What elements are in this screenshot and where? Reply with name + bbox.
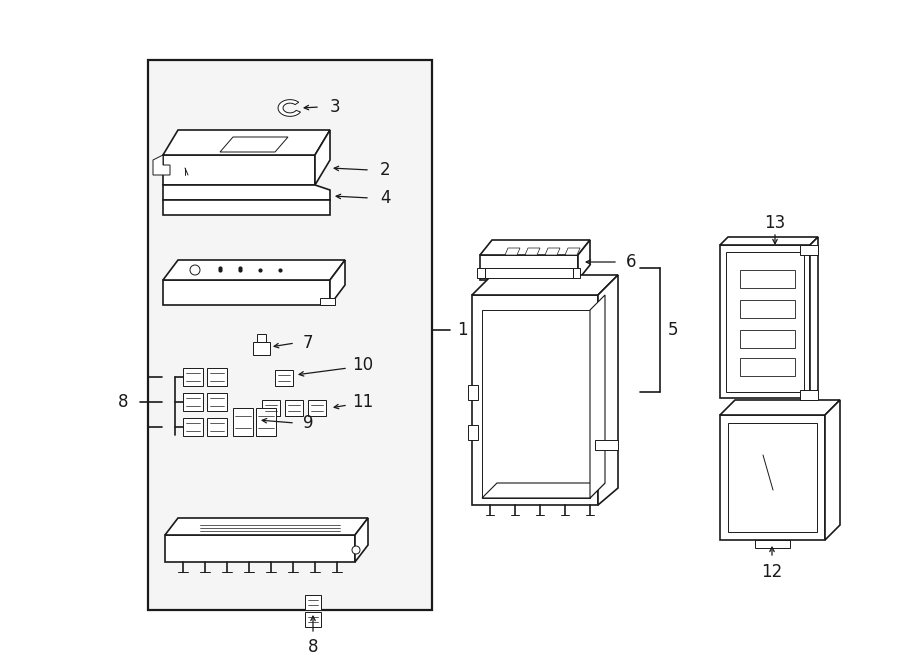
Polygon shape bbox=[308, 400, 326, 416]
Polygon shape bbox=[485, 268, 573, 278]
Text: 13: 13 bbox=[764, 214, 786, 232]
Polygon shape bbox=[740, 300, 795, 318]
Polygon shape bbox=[256, 408, 276, 436]
Polygon shape bbox=[207, 368, 227, 386]
Polygon shape bbox=[740, 270, 795, 288]
Polygon shape bbox=[163, 130, 330, 155]
Text: 9: 9 bbox=[303, 414, 313, 432]
Polygon shape bbox=[183, 393, 203, 411]
Polygon shape bbox=[163, 185, 330, 200]
Text: 2: 2 bbox=[380, 161, 391, 179]
Polygon shape bbox=[320, 298, 335, 305]
Text: 3: 3 bbox=[330, 98, 340, 116]
Polygon shape bbox=[477, 268, 485, 278]
Polygon shape bbox=[153, 155, 170, 175]
Polygon shape bbox=[278, 100, 301, 116]
Polygon shape bbox=[148, 60, 432, 610]
Polygon shape bbox=[305, 612, 321, 627]
Text: 1: 1 bbox=[456, 321, 467, 339]
Polygon shape bbox=[253, 342, 270, 355]
Text: 12: 12 bbox=[761, 563, 783, 581]
Text: 8: 8 bbox=[118, 393, 128, 411]
Polygon shape bbox=[573, 268, 580, 278]
Polygon shape bbox=[285, 400, 303, 416]
Polygon shape bbox=[482, 483, 605, 498]
Polygon shape bbox=[183, 418, 203, 436]
Polygon shape bbox=[590, 295, 605, 498]
Polygon shape bbox=[315, 130, 330, 185]
Polygon shape bbox=[728, 423, 817, 532]
Polygon shape bbox=[305, 595, 321, 610]
Polygon shape bbox=[257, 334, 266, 342]
Polygon shape bbox=[262, 400, 280, 416]
Polygon shape bbox=[330, 260, 345, 305]
Polygon shape bbox=[163, 260, 345, 280]
Polygon shape bbox=[233, 408, 253, 436]
Polygon shape bbox=[720, 245, 810, 398]
Polygon shape bbox=[578, 240, 590, 280]
Polygon shape bbox=[355, 518, 368, 562]
Polygon shape bbox=[720, 400, 840, 415]
Polygon shape bbox=[468, 385, 478, 400]
Polygon shape bbox=[480, 255, 578, 280]
Polygon shape bbox=[472, 295, 598, 505]
Polygon shape bbox=[740, 358, 795, 376]
Text: 11: 11 bbox=[352, 393, 374, 411]
Polygon shape bbox=[468, 425, 478, 440]
Polygon shape bbox=[755, 540, 790, 548]
Text: 7: 7 bbox=[303, 334, 313, 352]
Polygon shape bbox=[275, 370, 293, 386]
Polygon shape bbox=[183, 368, 203, 386]
Polygon shape bbox=[505, 248, 520, 255]
Polygon shape bbox=[825, 400, 840, 540]
Polygon shape bbox=[800, 390, 818, 400]
Polygon shape bbox=[207, 393, 227, 411]
Polygon shape bbox=[740, 330, 795, 348]
Polygon shape bbox=[163, 280, 330, 305]
Text: 4: 4 bbox=[380, 189, 391, 207]
Polygon shape bbox=[595, 440, 618, 450]
Text: 6: 6 bbox=[626, 253, 636, 271]
Text: 8: 8 bbox=[308, 638, 319, 656]
Polygon shape bbox=[480, 240, 590, 255]
Polygon shape bbox=[598, 275, 618, 505]
Circle shape bbox=[352, 546, 360, 554]
Text: 5: 5 bbox=[668, 321, 679, 339]
Circle shape bbox=[190, 265, 200, 275]
Polygon shape bbox=[482, 310, 590, 498]
Polygon shape bbox=[720, 415, 825, 540]
Polygon shape bbox=[165, 518, 368, 535]
Polygon shape bbox=[726, 252, 804, 392]
Polygon shape bbox=[472, 275, 618, 295]
Polygon shape bbox=[810, 237, 818, 398]
Polygon shape bbox=[165, 535, 355, 562]
Polygon shape bbox=[163, 155, 315, 185]
Polygon shape bbox=[207, 418, 227, 436]
Polygon shape bbox=[525, 248, 540, 255]
Polygon shape bbox=[220, 137, 288, 152]
Polygon shape bbox=[565, 248, 580, 255]
Polygon shape bbox=[720, 237, 818, 245]
Polygon shape bbox=[800, 245, 818, 255]
Text: 10: 10 bbox=[352, 356, 374, 374]
Polygon shape bbox=[545, 248, 560, 255]
Polygon shape bbox=[163, 200, 330, 215]
